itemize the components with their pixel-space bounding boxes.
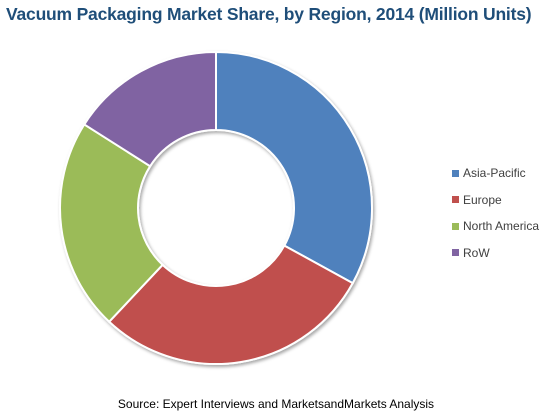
source-note: Source: Expert Interviews and Marketsand… — [117, 397, 435, 411]
legend-label: North America — [463, 219, 540, 234]
legend-label: Europe — [463, 192, 502, 207]
legend-item-north-america: North America — [452, 213, 539, 240]
legend-swatch — [452, 196, 459, 204]
legend-swatch — [452, 222, 459, 230]
legend: Asia-Pacific Europe North America RoW — [452, 160, 539, 266]
legend-swatch — [452, 249, 459, 257]
donut-slice-europe — [107, 244, 355, 365]
legend-item-europe: Europe — [452, 187, 539, 214]
legend-label: Asia-Pacific — [463, 166, 526, 181]
legend-label: RoW — [463, 245, 490, 260]
chart-title: Vacuum Packaging Market Share, by Region… — [6, 4, 532, 24]
legend-item-asia-pacific: Asia-Pacific — [452, 160, 539, 187]
donut-slice-row — [82, 50, 217, 168]
legend-item-row: RoW — [452, 240, 539, 267]
donut-slice-asia-pacific — [215, 50, 373, 285]
donut-slice-north-america — [59, 123, 165, 324]
legend-swatch — [452, 169, 459, 177]
